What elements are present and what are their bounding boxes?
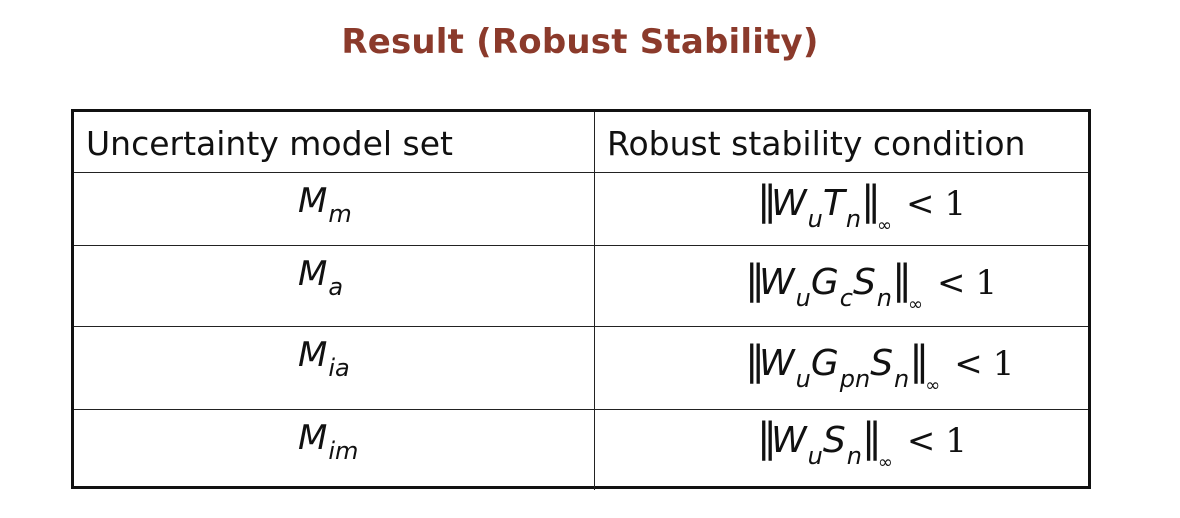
model-symbol: Ma — [298, 254, 344, 301]
model-cell: Mim — [74, 409, 595, 490]
table-row: Ma ‖WuGcSn‖∞< 1 — [74, 245, 1088, 327]
condition-expression: ‖WuTn‖∞< 1 — [757, 178, 967, 236]
condition-cell: ‖WuGpnSn‖∞< 1 — [594, 326, 1088, 410]
page-title: Result (Robust Stability) — [341, 22, 819, 62]
robust-stability-table: Uncertainty model set Robust stability c… — [71, 109, 1091, 490]
table-header-row: Uncertainty model set Robust stability c… — [74, 112, 1088, 173]
condition-cell: ‖WuSn‖∞< 1 — [594, 409, 1088, 490]
model-cell: Ma — [74, 245, 595, 327]
model-symbol: Mm — [298, 181, 352, 228]
model-cell: Mia — [74, 326, 595, 410]
header-uncertainty-model-set: Uncertainty model set — [74, 112, 595, 173]
condition-expression: ‖WuGpnSn‖∞< 1 — [745, 338, 1015, 396]
model-cell: Mm — [74, 172, 595, 246]
condition-cell: ‖WuGcSn‖∞< 1 — [594, 245, 1088, 327]
condition-cell: ‖WuTn‖∞< 1 — [594, 172, 1088, 246]
table-row: Mim ‖WuSn‖∞< 1 — [74, 409, 1088, 490]
table-row: Mm ‖WuTn‖∞< 1 — [74, 172, 1088, 246]
model-symbol: Mia — [298, 335, 350, 382]
condition-expression: ‖WuSn‖∞< 1 — [757, 415, 968, 473]
model-symbol: Mim — [298, 418, 359, 465]
condition-expression: ‖WuGcSn‖∞< 1 — [745, 257, 998, 315]
table-row: Mia ‖WuGpnSn‖∞< 1 — [74, 326, 1088, 410]
header-robust-stability-condition: Robust stability condition — [594, 112, 1088, 173]
